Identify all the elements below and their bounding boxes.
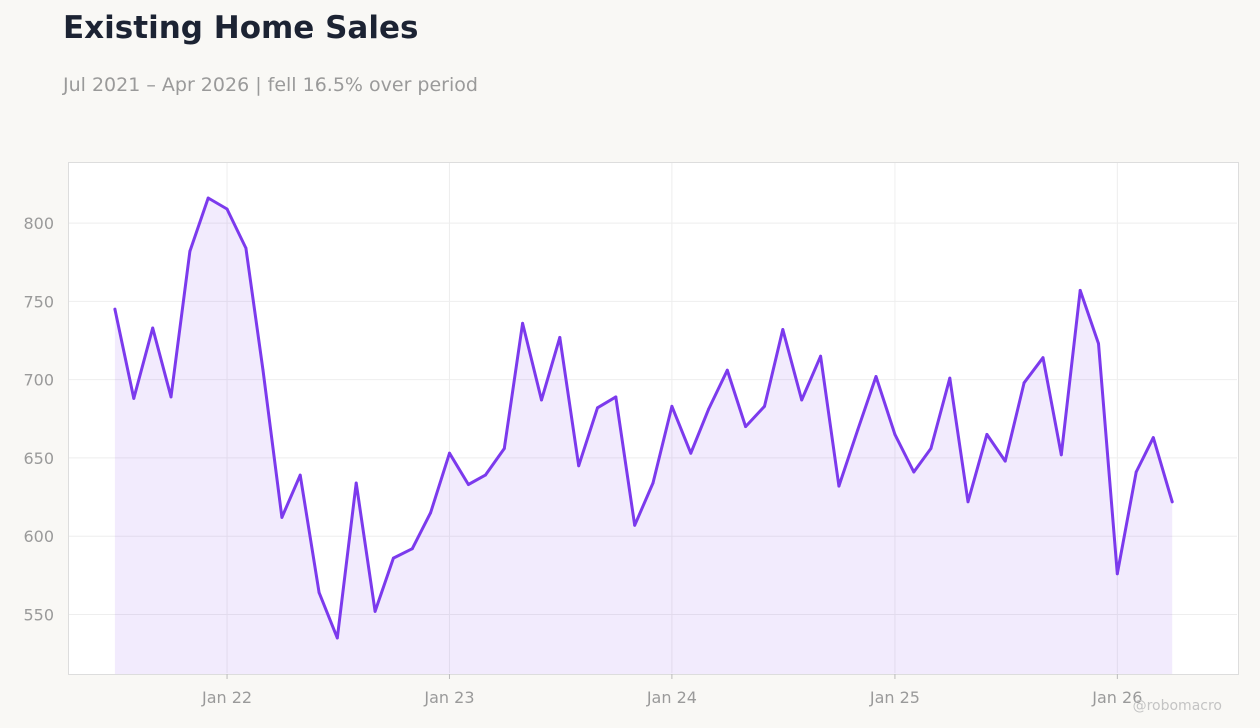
x-tick-label: Jan 22 xyxy=(201,688,252,707)
data-point xyxy=(1022,381,1026,385)
data-point xyxy=(837,484,841,488)
data-point xyxy=(225,207,229,211)
data-point xyxy=(800,398,804,402)
data-point xyxy=(261,368,265,372)
data-point xyxy=(502,447,506,450)
data-point xyxy=(1151,436,1155,439)
series-layer xyxy=(113,196,1174,674)
data-point xyxy=(169,395,173,399)
data-point xyxy=(948,376,952,380)
data-point xyxy=(912,470,916,474)
data-point xyxy=(577,464,581,468)
axis-labels: 550 600 650 700 750 800 Jan 22 Jan 23 Jan 24 Jan … xyxy=(23,214,1142,707)
data-point xyxy=(132,397,136,400)
data-point xyxy=(929,447,933,450)
data-point xyxy=(893,433,897,436)
chart-title: Existing Home Sales xyxy=(63,10,419,46)
data-point xyxy=(1059,453,1063,457)
x-tick-label: Jan 25 xyxy=(869,688,920,707)
y-tick-label: 600 xyxy=(23,527,54,546)
series-line xyxy=(113,196,1174,640)
data-point xyxy=(819,354,822,358)
data-point xyxy=(206,196,210,200)
chart-subtitle: Jul 2021 – Apr 2026 | fell 16.5% over pe… xyxy=(63,74,478,96)
data-point xyxy=(856,428,860,432)
data-point xyxy=(744,425,747,428)
data-point xyxy=(392,556,395,560)
data-point xyxy=(540,398,543,402)
y-tick-label: 800 xyxy=(23,214,54,233)
data-point xyxy=(707,408,710,411)
data-point xyxy=(335,636,339,640)
data-point xyxy=(1041,356,1045,360)
y-tick-label: 700 xyxy=(23,371,54,390)
x-tick-label: Jan 24 xyxy=(646,688,697,707)
gridlines xyxy=(69,163,1237,673)
y-tick-label: 750 xyxy=(23,292,54,311)
data-point xyxy=(280,516,284,519)
y-tick-label: 550 xyxy=(23,606,54,625)
data-point xyxy=(317,591,321,594)
data-point xyxy=(113,307,117,311)
data-point xyxy=(373,610,377,613)
x-tick-label: Jan 26 xyxy=(1091,688,1142,707)
data-point xyxy=(1170,500,1174,504)
data-point xyxy=(1134,470,1138,474)
data-point xyxy=(467,483,470,486)
data-point xyxy=(298,473,302,477)
data-point xyxy=(354,481,358,485)
data-point xyxy=(670,404,674,408)
data-point xyxy=(689,451,693,455)
series-area xyxy=(114,198,1173,674)
data-point xyxy=(558,336,562,339)
data-point xyxy=(244,246,248,250)
data-point xyxy=(521,321,524,325)
data-point xyxy=(651,481,655,485)
x-tick-label: Jan 23 xyxy=(423,688,474,707)
data-point xyxy=(633,523,637,527)
data-point xyxy=(1115,572,1119,576)
y-tick-label: 650 xyxy=(23,449,54,468)
data-point xyxy=(1078,289,1082,292)
data-point xyxy=(429,511,432,515)
data-point xyxy=(596,406,599,410)
data-point xyxy=(410,547,414,551)
data-point xyxy=(874,375,878,378)
data-point xyxy=(725,368,729,372)
data-point xyxy=(151,326,155,330)
data-point xyxy=(966,500,970,504)
data-point xyxy=(1097,342,1100,345)
data-point xyxy=(484,473,487,477)
watermark: @robomacro xyxy=(1132,698,1222,714)
plot-area xyxy=(68,162,1239,675)
data-point xyxy=(614,395,618,399)
data-point xyxy=(763,404,766,408)
data-point xyxy=(1003,459,1007,463)
data-point xyxy=(985,433,989,436)
data-point xyxy=(781,328,785,331)
data-point xyxy=(448,451,451,455)
data-point xyxy=(188,249,192,253)
